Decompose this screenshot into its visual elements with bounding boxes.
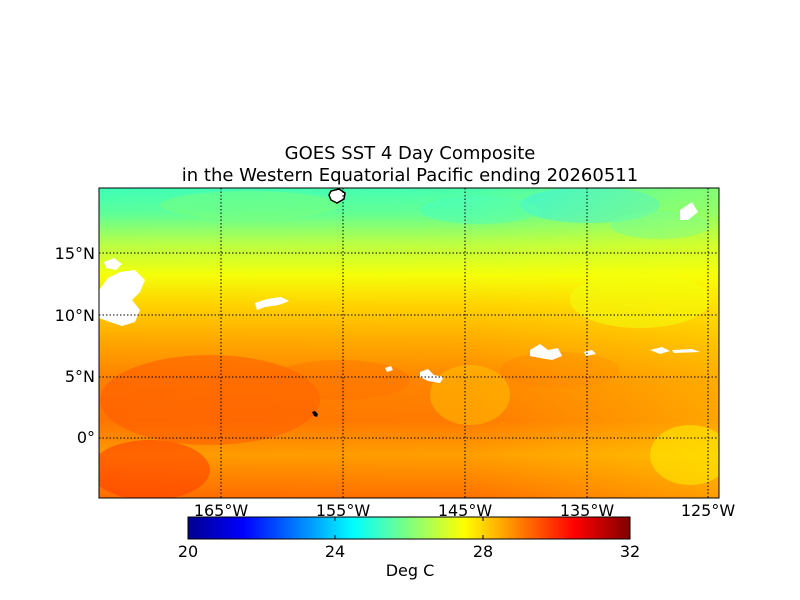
colorbar-tick: 32 [620,542,640,561]
island-hawaii [328,188,346,204]
latitude-labels: 15°N 10°N 5°N 0° [55,244,95,447]
colorbar-tick: 28 [473,542,493,561]
colorbar-tick: 20 [178,542,198,561]
lat-label: 5°N [65,367,95,386]
lon-label: 145°W [438,501,493,520]
colorbar-tick: 24 [325,542,345,561]
lon-label: 125°W [681,501,736,520]
map-title-line-2: in the Western Equatorial Pacific ending… [181,165,639,186]
colorbar-gradient [187,516,631,540]
colorbar: 20 24 28 32 Deg C [178,516,640,580]
map-gridlines [99,188,719,498]
lat-label: 0° [77,428,95,447]
cloud-mask [99,202,700,383]
sst-field [99,188,719,498]
lon-label: 155°W [316,501,371,520]
lat-label: 15°N [55,244,95,263]
longitude-labels: 165°W 155°W 145°W 135°W 125°W [194,501,736,520]
lon-label: 135°W [560,501,615,520]
colorbar-label: Deg C [386,561,435,580]
lon-label: 165°W [194,501,249,520]
lat-label: 10°N [55,306,95,325]
map-title-line-1: GOES SST 4 Day Composite [284,143,536,164]
map-frame [98,187,720,499]
island-small [312,411,318,417]
